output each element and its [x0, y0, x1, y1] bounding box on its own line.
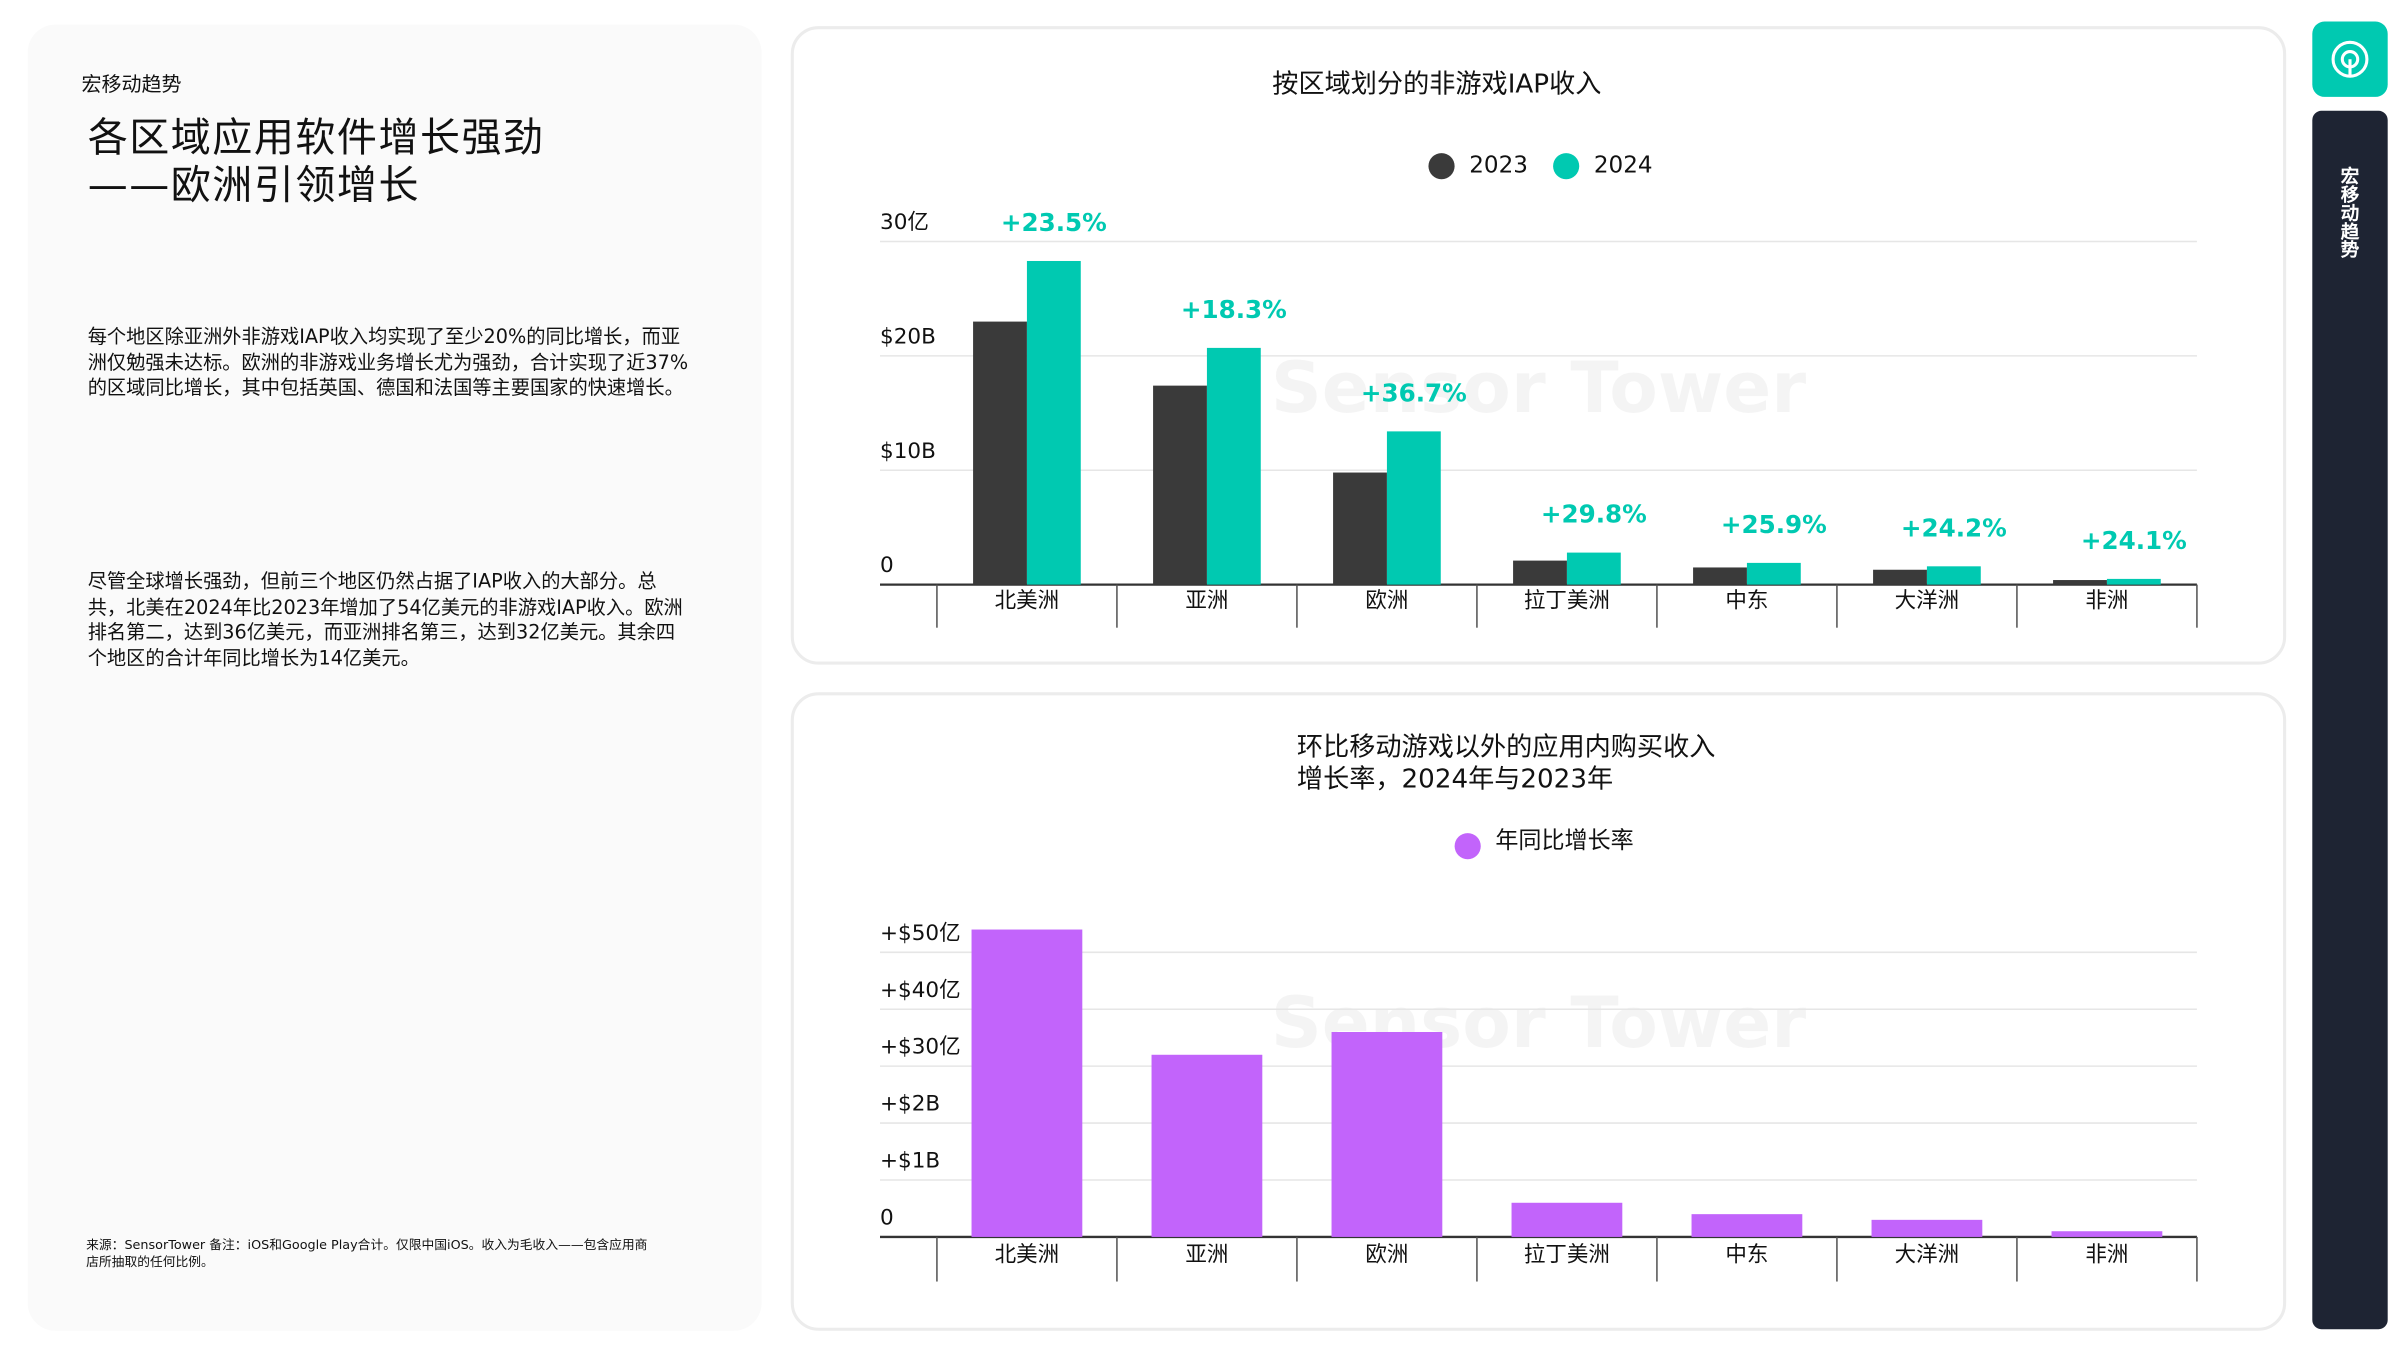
logo-button[interactable] — [2312, 21, 2388, 97]
bar — [1151, 1054, 1263, 1237]
y-tick-label: +$50亿 — [880, 921, 961, 946]
x-tick-label: 非洲 — [2085, 589, 2128, 614]
section-label: 宏移动趋势 — [81, 73, 182, 97]
y-tick-label: +$40亿 — [880, 978, 961, 1003]
growth-label: +29.8% — [1541, 500, 1647, 529]
y-tick-label: +$30亿 — [880, 1035, 961, 1060]
logo-icon — [2331, 40, 2369, 78]
legend-swatch — [1553, 153, 1580, 180]
x-tick-label: 欧洲 — [1365, 1242, 1408, 1267]
bar — [1691, 1214, 1803, 1237]
x-tick-label: 大洋洲 — [1895, 589, 1960, 614]
bar — [1871, 1219, 1983, 1237]
growth-label: +25.9% — [1721, 510, 1827, 539]
x-tick-label: 北美洲 — [995, 1242, 1060, 1267]
watermark: Sensor Tower — [1271, 346, 1806, 429]
bar — [2106, 578, 2161, 585]
y-tick-label: $10B — [880, 439, 936, 464]
text-panel — [27, 24, 762, 1331]
chart-title: 环比移动游戏以外的应用内购买收入 增长率，2024年与2023年 — [1296, 732, 1716, 796]
sidebar — [2312, 110, 2388, 1330]
x-tick-label: 大洋洲 — [1895, 1242, 1960, 1267]
bar — [1386, 431, 1441, 585]
page-title: 各区域应用软件增长强劲 ——欧洲引领增长 — [87, 115, 545, 210]
growth-label: +36.7% — [1361, 378, 1467, 407]
y-tick-label: $20B — [880, 324, 936, 349]
bar — [1926, 566, 1981, 585]
growth-label: +18.3% — [1181, 295, 1287, 324]
growth-label: +24.2% — [1901, 513, 2007, 542]
bar — [971, 929, 1083, 1237]
bar — [2051, 1231, 2163, 1237]
bar — [1331, 1032, 1443, 1237]
bar — [1873, 569, 1927, 585]
paragraph: 尽管全球增长强劲，但前三个地区仍然占据了IAP收入的大部分。总共，北美在2024… — [87, 569, 683, 669]
bar — [1511, 1202, 1623, 1237]
bar — [1333, 472, 1387, 585]
bar — [1513, 560, 1567, 585]
growth-label: +24.1% — [2081, 526, 2187, 555]
legend-label: 2023 — [1469, 153, 1528, 179]
x-tick-label: 非洲 — [2085, 1242, 2128, 1267]
x-tick-label: 北美洲 — [995, 589, 1060, 614]
x-tick-label: 中东 — [1725, 589, 1768, 614]
legend-label: 年同比增长率 — [1495, 828, 1633, 854]
y-tick-label: 30亿 — [880, 210, 929, 235]
y-tick-label: +$1B — [880, 1149, 940, 1174]
legend-label: 2024 — [1594, 153, 1653, 179]
bar — [1206, 347, 1261, 585]
x-tick-label: 拉丁美洲 — [1524, 1242, 1610, 1267]
y-tick-label: 0 — [880, 1205, 894, 1230]
bar — [1026, 260, 1081, 585]
chart-title: 按区域划分的非游戏IAP收入 — [1272, 69, 1602, 101]
x-tick-label: 欧洲 — [1365, 589, 1408, 614]
x-tick-label: 中东 — [1725, 1242, 1768, 1267]
paragraph: 每个地区除亚洲外非游戏IAP收入均实现了至少20%的同比增长，而亚洲仅勉强未达标… — [87, 324, 689, 399]
bar — [2053, 580, 2107, 585]
bar — [1566, 552, 1621, 585]
footnote: 来源：SensorTower 备注：iOS和Google Play合计。仅限中国… — [86, 1236, 648, 1270]
legend-swatch — [1428, 153, 1455, 180]
y-tick-label: +$2B — [880, 1092, 940, 1117]
growth-label: +23.5% — [1001, 208, 1107, 237]
bar — [1153, 385, 1207, 585]
sidebar-label: 宏移动趋势 — [2338, 166, 2361, 259]
bar — [1693, 567, 1747, 585]
legend-swatch — [1454, 833, 1481, 860]
y-tick-label: 0 — [880, 553, 894, 578]
bar — [1746, 562, 1801, 585]
bar — [973, 321, 1027, 585]
x-tick-label: 亚洲 — [1185, 1242, 1228, 1267]
x-tick-label: 亚洲 — [1185, 589, 1228, 614]
x-tick-label: 拉丁美洲 — [1524, 589, 1610, 614]
